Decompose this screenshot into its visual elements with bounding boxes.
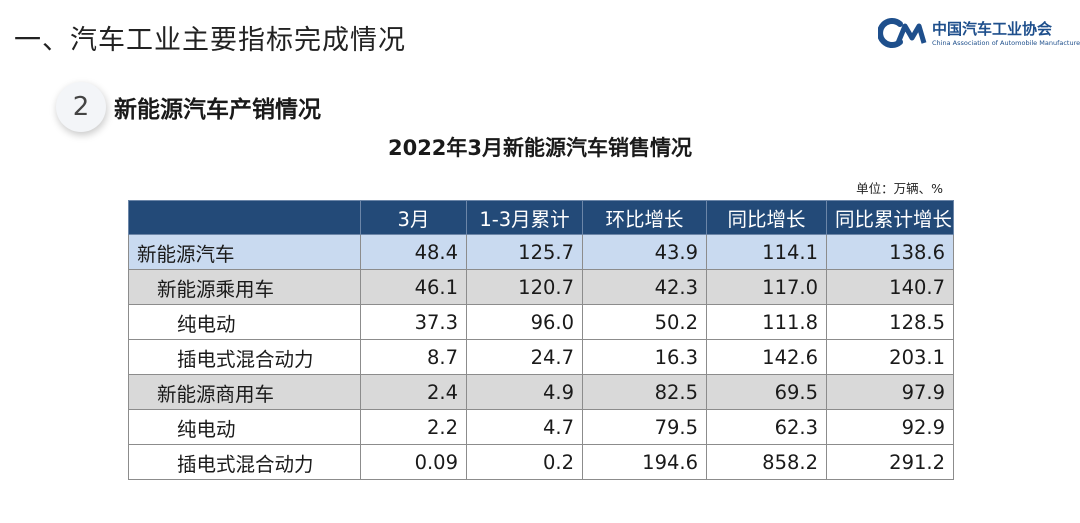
table-row: 纯电动 2.2 4.7 79.5 62.3 92.9: [128, 409, 954, 445]
table-cell: 48.4: [360, 234, 467, 270]
sales-table: 3月 1-3月累计 环比增长 同比增长 同比累计增长 新能源汽车 48.4 12…: [128, 200, 954, 480]
table-cell: 138.6: [826, 234, 954, 270]
row-label: 新能源乘用车: [128, 269, 361, 305]
table-cell: 858.2: [706, 444, 827, 480]
table-title: 2022年3月新能源汽车销售情况: [387, 136, 693, 160]
column-header: 环比增长: [582, 200, 707, 235]
row-label: 新能源汽车: [128, 234, 361, 270]
table-cell: 79.5: [582, 409, 707, 445]
column-header: [128, 200, 361, 235]
table-cell: 24.7: [466, 339, 583, 375]
table-cell: 2.2: [360, 409, 467, 445]
table-cell: 4.7: [466, 409, 583, 445]
logo-name-en: China Association of Automobile Manufact…: [932, 39, 1080, 47]
section-number: 2: [72, 92, 90, 122]
table-cell: 194.6: [582, 444, 707, 480]
table-cell: 0.09: [360, 444, 467, 480]
table-cell: 97.9: [826, 374, 954, 410]
column-header: 3月: [360, 200, 467, 235]
table-cell: 4.9: [466, 374, 583, 410]
table-cell: 8.7: [360, 339, 467, 375]
row-label: 纯电动: [128, 409, 361, 445]
page-heading: 一、汽车工业主要指标完成情况: [14, 25, 406, 56]
table-header-row: 3月 1-3月累计 环比增长 同比增长 同比累计增长: [128, 200, 954, 235]
table-cell: 46.1: [360, 269, 467, 305]
column-header: 1-3月累计: [466, 200, 583, 235]
table-cell: 142.6: [706, 339, 827, 375]
table-cell: 203.1: [826, 339, 954, 375]
table-cell: 42.3: [582, 269, 707, 305]
table-row: 新能源乘用车 46.1 120.7 42.3 117.0 140.7: [128, 269, 954, 305]
caam-logo: 中国汽车工业协会 China Association of Automobile…: [878, 16, 1080, 56]
row-label: 插电式混合动力: [128, 339, 361, 375]
section-title: 新能源汽车产销情况: [114, 97, 321, 123]
table-cell: 92.9: [826, 409, 954, 445]
table-cell: 117.0: [706, 269, 827, 305]
table-cell: 2.4: [360, 374, 467, 410]
table-cell: 120.7: [466, 269, 583, 305]
table-cell: 43.9: [582, 234, 707, 270]
column-header: 同比增长: [706, 200, 827, 235]
table-cell: 111.8: [706, 304, 827, 340]
row-label: 纯电动: [128, 304, 361, 340]
table-cell: 69.5: [706, 374, 827, 410]
table-cell: 82.5: [582, 374, 707, 410]
table-cell: 16.3: [582, 339, 707, 375]
unit-note: 单位：万辆、%: [856, 181, 943, 196]
table-cell: 62.3: [706, 409, 827, 445]
table-cell: 140.7: [826, 269, 954, 305]
table-row: 插电式混合动力 8.7 24.7 16.3 142.6 203.1: [128, 339, 954, 375]
table-cell: 291.2: [826, 444, 954, 480]
table-cell: 125.7: [466, 234, 583, 270]
table-cell: 50.2: [582, 304, 707, 340]
table-cell: 114.1: [706, 234, 827, 270]
table-row: 新能源汽车 48.4 125.7 43.9 114.1 138.6: [128, 234, 954, 270]
section-number-badge: 2: [56, 82, 106, 132]
logo-name-cn: 中国汽车工业协会: [932, 20, 1053, 38]
row-label: 插电式混合动力: [128, 444, 361, 480]
table-row: 新能源商用车 2.4 4.9 82.5 69.5 97.9: [128, 374, 954, 410]
table-cell: 96.0: [466, 304, 583, 340]
table-row: 纯电动 37.3 96.0 50.2 111.8 128.5: [128, 304, 954, 340]
table-row: 插电式混合动力 0.09 0.2 194.6 858.2 291.2: [128, 444, 954, 480]
table-cell: 128.5: [826, 304, 954, 340]
table-cell: 37.3: [360, 304, 467, 340]
column-header: 同比累计增长: [826, 200, 954, 235]
caam-logo-icon: [878, 18, 927, 48]
row-label: 新能源商用车: [128, 374, 361, 410]
table-cell: 0.2: [466, 444, 583, 480]
